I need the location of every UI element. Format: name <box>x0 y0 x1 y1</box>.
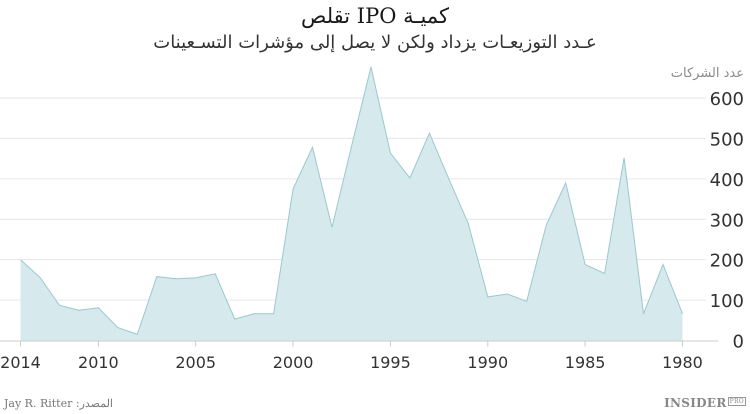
x-tick-label: 1995 <box>370 353 411 372</box>
x-tick-label: 1980 <box>662 353 703 372</box>
y-tick-label: 600 <box>710 89 744 110</box>
y-tick-label: 0 <box>733 332 744 353</box>
y-tick-label: 400 <box>710 170 744 191</box>
insider-pro-logo: INSIDER PRO <box>664 396 746 410</box>
x-tick-label: 2000 <box>273 353 314 372</box>
y-tick-label: 300 <box>710 210 744 231</box>
x-tick-label: 1985 <box>565 353 606 372</box>
logo-text: INSIDER <box>664 396 727 410</box>
x-tick-label: 2005 <box>175 353 216 372</box>
chart-subtitle: عـدد التوزيعـات يزداد ولكن لا يصل إلى مؤ… <box>153 32 597 53</box>
y-tick-label: 200 <box>710 251 744 272</box>
x-axis-ticks: 2014 2010 2005 2000 1995 1990 1985 1980 <box>0 340 703 372</box>
chart-title: كميـة IPO تقلص <box>300 4 450 28</box>
y-tick-label: 500 <box>710 129 744 150</box>
ipo-line-series <box>20 66 683 336</box>
y-axis-ticks: 600 500 400 300 200 100 0 <box>710 89 744 353</box>
y-axis-label: عدد الشركات <box>670 66 744 81</box>
source-credit: Jay R. Ritter :المصدر <box>4 397 113 410</box>
x-tick-label: 2010 <box>78 353 119 372</box>
y-tick-label: 100 <box>710 291 744 312</box>
ipo-area-series <box>20 66 683 341</box>
logo-badge: PRO <box>727 397 746 406</box>
x-tick-label: 2014 <box>0 353 41 372</box>
x-tick-label: 1990 <box>467 353 508 372</box>
